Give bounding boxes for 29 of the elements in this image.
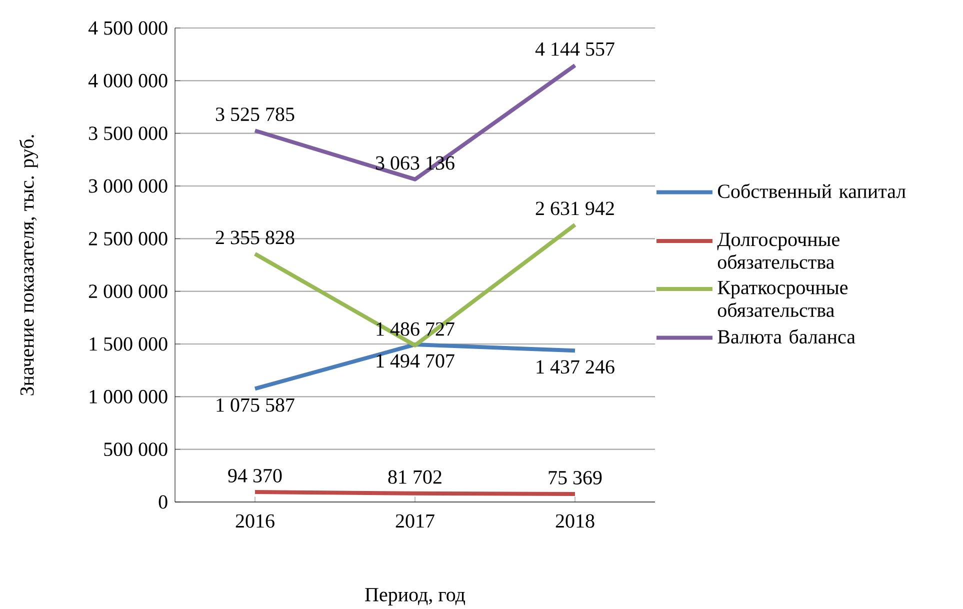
y-tick-label: 3 000 000 — [89, 179, 168, 193]
data-label: 3 525 785 — [216, 108, 294, 121]
y-tick-label: 1 500 000 — [90, 337, 168, 351]
legend-label: Валюта баланса — [718, 329, 856, 344]
y-tick-label: 500 000 — [104, 442, 168, 456]
data-label: 2 355 828 — [216, 230, 294, 244]
y-tick-label: 4 000 000 — [88, 74, 168, 88]
x-tick-label: 2016 — [236, 514, 274, 528]
x-axis-title: Период, год — [365, 588, 466, 606]
data-label: 1 437 246 — [536, 360, 614, 374]
data-label: 2 631 942 — [536, 202, 614, 216]
data-label: 1 075 587 — [216, 398, 294, 412]
y-tick-label: 2 000 000 — [88, 284, 168, 298]
y-tick-label: 0 — [158, 495, 168, 509]
y-tick-label: 4 500 000 — [88, 21, 168, 35]
data-label: 81 702 — [388, 470, 442, 484]
legend-label: Краткосрочные обязательства — [718, 280, 848, 317]
data-label: 1 494 707 — [376, 354, 454, 368]
legend-label: Собственный капитал — [718, 184, 906, 198]
data-label: 75 369 — [548, 471, 602, 484]
legend-label: Долгосрочные обязательства — [717, 232, 840, 269]
x-tick-label: 2018 — [556, 514, 594, 528]
data-label: 94 370 — [228, 468, 282, 482]
y-tick-label: 2 500 000 — [88, 232, 168, 246]
x-tick-label: 2017 — [396, 514, 434, 528]
y-tick-label: 1 000 000 — [90, 390, 168, 404]
y-axis-title: Значение показателя, тыс. руб. — [19, 135, 38, 396]
y-tick-label: 3 500 000 — [89, 126, 168, 140]
data-label: 4 144 557 — [535, 42, 614, 56]
